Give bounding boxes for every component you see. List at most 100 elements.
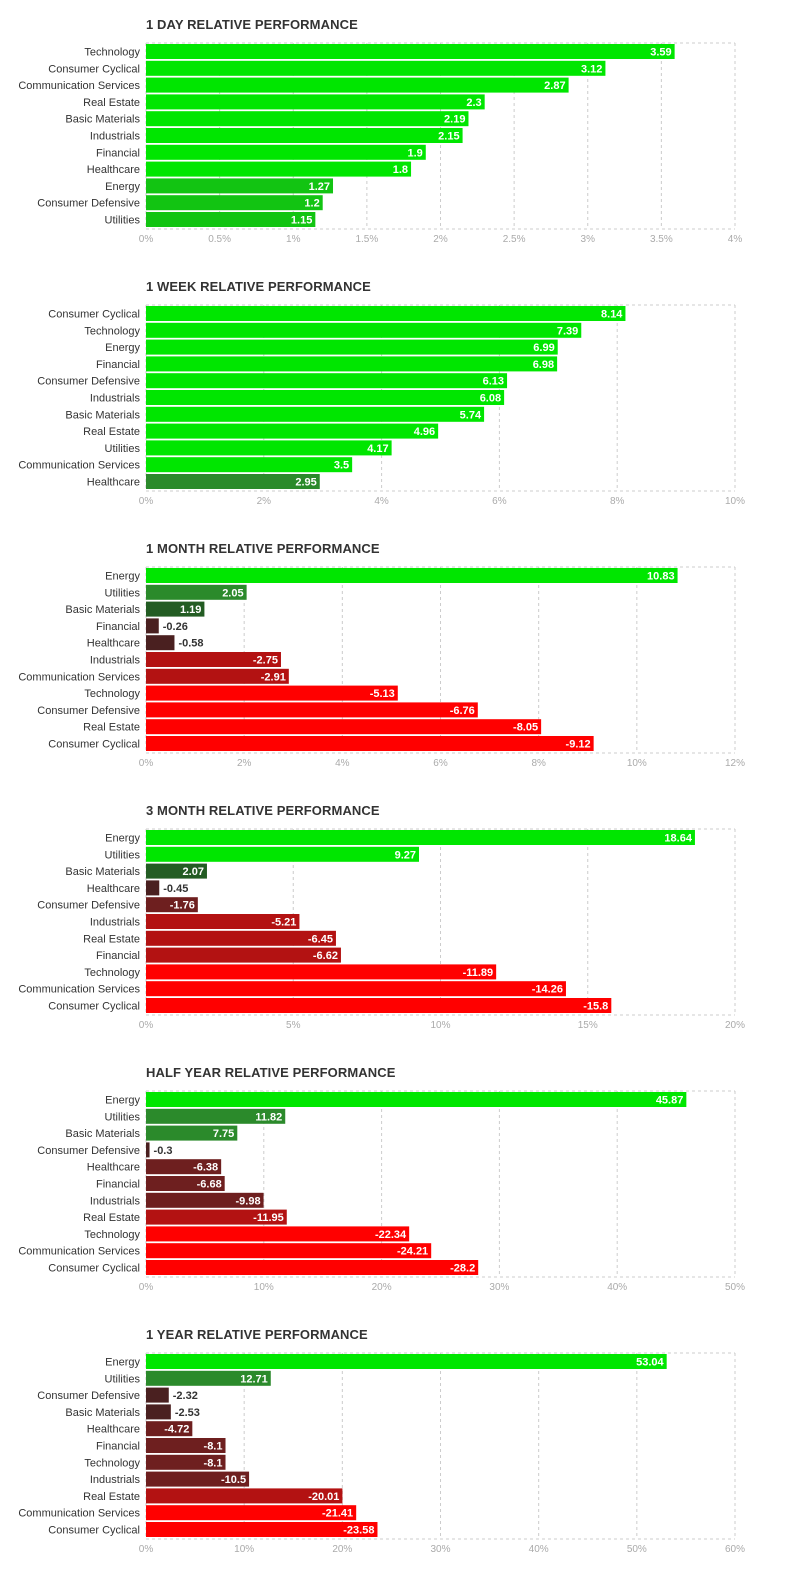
category-label: Consumer Cyclical	[48, 1263, 140, 1275]
value-label: 2.05	[222, 587, 243, 599]
tick-label: 0%	[139, 1282, 154, 1293]
tick-label: 2.5%	[503, 234, 526, 245]
value-label: -5.13	[370, 688, 395, 700]
tick-label: 1%	[286, 234, 301, 245]
category-label: Basic Materials	[65, 1128, 140, 1140]
value-label: 1.27	[309, 181, 330, 193]
category-label: Technology	[84, 1229, 140, 1241]
chart-panel: 1 YEAR RELATIVE PERFORMANCE 0% 10% 20% 30% 40…	[0, 1310, 786, 1572]
category-label: Technology	[84, 325, 140, 337]
value-label: -6.45	[308, 933, 333, 945]
bar	[146, 474, 320, 489]
category-label: Basic Materials	[65, 114, 140, 126]
value-label: -1.76	[170, 900, 195, 912]
bar	[146, 947, 341, 963]
category-label: Healthcare	[87, 638, 140, 650]
value-label: -6.38	[193, 1162, 218, 1174]
value-label: 4.96	[414, 426, 435, 438]
category-label: Communication Services	[18, 1508, 140, 1520]
bar	[146, 1192, 264, 1208]
bar	[146, 1142, 150, 1158]
bar	[146, 195, 323, 211]
tick-label: 0%	[139, 1544, 154, 1555]
category-label: Technology	[84, 1457, 140, 1469]
category-label: Utilities	[105, 587, 141, 599]
bar	[146, 719, 542, 735]
tick-label: 20%	[332, 1544, 352, 1555]
bar	[146, 601, 205, 617]
tick-label: 2%	[433, 234, 448, 245]
value-label: 10.83	[647, 571, 675, 583]
value-label: -2.91	[261, 671, 286, 683]
category-label: Industrials	[90, 1474, 141, 1486]
bar	[146, 863, 207, 879]
value-label: -0.58	[178, 638, 203, 650]
tick-label: 2%	[257, 496, 272, 507]
category-label: Consumer Defensive	[37, 1145, 140, 1157]
category-label: Consumer Defensive	[37, 900, 140, 912]
tick-label: 8%	[531, 758, 546, 769]
category-label: Energy	[105, 833, 140, 845]
tick-label: 50%	[725, 1282, 745, 1293]
value-label: -0.26	[163, 621, 188, 633]
value-label: 3.5	[334, 460, 349, 472]
bar	[146, 897, 198, 913]
value-label: -8.1	[204, 1457, 223, 1469]
value-label: -24.21	[397, 1246, 428, 1258]
category-label: Real Estate	[83, 1212, 140, 1224]
value-label: -23.58	[343, 1525, 374, 1537]
value-label: 2.3	[466, 97, 481, 109]
value-label: -9.12	[566, 739, 591, 751]
value-label: 12.71	[240, 1373, 268, 1385]
category-label: Real Estate	[83, 426, 140, 438]
tick-label: 3%	[581, 234, 596, 245]
category-label: Energy	[105, 181, 140, 193]
bar	[146, 356, 558, 372]
bar	[146, 702, 478, 718]
chart-title: 1 MONTH RELATIVE PERFORMANCE	[146, 541, 380, 556]
value-label: 6.13	[483, 376, 504, 388]
category-label: Financial	[96, 1179, 140, 1191]
category-label: Financial	[96, 359, 140, 371]
bar-chart: 0% 2% 4% 6% 8% 10% 12% Energy 10.83 Utilities 2.05…	[18, 566, 745, 769]
category-label: Industrials	[90, 655, 141, 667]
bar	[146, 736, 594, 751]
category-label: Energy	[105, 342, 140, 354]
bar	[146, 830, 695, 845]
bar	[146, 880, 160, 896]
bar	[146, 1108, 286, 1124]
tick-label: 6%	[433, 758, 448, 769]
category-label: Consumer Cyclical	[48, 1001, 140, 1013]
chart-title: HALF YEAR RELATIVE PERFORMANCE	[146, 1065, 396, 1080]
category-label: Financial	[96, 950, 140, 962]
category-label: Industrials	[90, 1195, 141, 1207]
value-label: 11.82	[255, 1111, 282, 1123]
tick-label: 15%	[578, 1020, 598, 1031]
bar	[146, 668, 289, 684]
bar	[146, 930, 336, 946]
tick-label: 30%	[489, 1282, 509, 1293]
bar	[146, 128, 463, 143]
chart-panel: 1 WEEK RELATIVE PERFORMANCE 0% 2% 4% 6% 8% 10%…	[0, 262, 786, 524]
category-label: Technology	[84, 688, 140, 700]
bar	[146, 964, 497, 980]
category-label: Consumer Defensive	[37, 376, 140, 388]
tick-label: 60%	[725, 1544, 745, 1555]
category-label: Healthcare	[87, 1162, 140, 1174]
chart-panel: HALF YEAR RELATIVE PERFORMANCE 0% 10% 20% 30…	[0, 1048, 786, 1310]
tick-label: 4%	[374, 496, 389, 507]
bar	[146, 306, 626, 321]
tick-label: 40%	[529, 1544, 549, 1555]
bar	[146, 1505, 357, 1521]
value-label: -6.76	[450, 705, 475, 717]
chart-panel: 1 DAY RELATIVE PERFORMANCE 0% 0.5% 1% 1.5% 2%…	[0, 0, 786, 262]
chart-title: 1 WEEK RELATIVE PERFORMANCE	[146, 279, 371, 294]
bar	[146, 1209, 287, 1225]
tick-label: 12%	[725, 758, 745, 769]
value-label: -14.26	[532, 984, 563, 996]
bar	[146, 568, 678, 583]
tick-label: 20%	[725, 1020, 745, 1031]
category-label: Financial	[96, 1441, 140, 1453]
category-label: Utilities	[105, 215, 141, 227]
bar	[146, 1370, 271, 1386]
